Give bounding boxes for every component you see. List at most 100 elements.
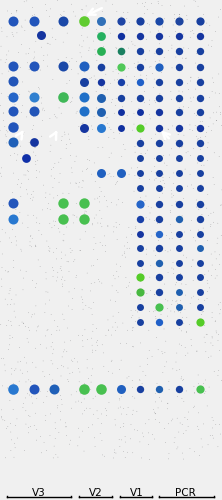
Point (158, 418, 161, 426)
Point (98, 430, 102, 438)
Point (40, 94, 44, 102)
Point (12, 138, 15, 146)
Point (0, 414, 3, 422)
Point (19, 192, 23, 200)
Point (149, 286, 152, 294)
Point (166, 297, 170, 305)
Point (198, 124, 202, 132)
Point (138, 169, 142, 177)
Point (27, 412, 31, 420)
Point (35, 166, 38, 174)
Point (74, 152, 78, 160)
Point (16, 151, 20, 159)
Point (85, 404, 88, 412)
Point (209, 339, 213, 347)
Point (139, 134, 142, 142)
Point (144, 214, 148, 222)
Point (9, 300, 12, 308)
Point (21, 78, 24, 86)
Point (22, 320, 26, 328)
Point (83, 209, 86, 217)
Point (114, 421, 117, 429)
Point (107, 326, 110, 334)
Point (153, 154, 157, 162)
Point (0, 164, 3, 172)
Point (28, 88, 31, 96)
Point (146, 360, 149, 368)
Point (8, 396, 12, 404)
Point (31, 126, 34, 134)
Point (181, 318, 185, 326)
Point (175, 349, 178, 357)
Point (99, 390, 103, 398)
Point (198, 32, 202, 40)
Point (42, 52, 46, 60)
Point (120, 54, 124, 62)
Point (65, 223, 68, 231)
Point (39, 32, 43, 40)
Point (195, 112, 198, 120)
Point (61, 236, 65, 244)
Point (177, 244, 180, 252)
Point (186, 80, 189, 88)
Point (129, 420, 133, 428)
Point (23, 26, 27, 34)
Point (33, 94, 37, 102)
Point (144, 120, 148, 128)
Point (53, 160, 57, 168)
Point (31, 359, 34, 367)
Point (60, 16, 64, 24)
Point (65, 432, 68, 440)
Point (26, 175, 30, 183)
Point (158, 306, 161, 314)
Point (218, 103, 221, 111)
Point (81, 410, 84, 418)
Point (80, 120, 84, 128)
Point (157, 0, 160, 8)
Point (96, 414, 100, 422)
Point (150, 352, 154, 360)
Point (113, 275, 117, 283)
Point (172, 14, 176, 22)
Point (168, 32, 171, 40)
Point (38, 168, 41, 176)
Point (198, 259, 202, 267)
Point (114, 102, 117, 110)
Point (214, 89, 217, 97)
Point (154, 315, 158, 323)
Point (210, 126, 213, 134)
Point (27, 87, 30, 95)
Point (153, 307, 157, 315)
Point (112, 223, 116, 231)
Point (117, 273, 120, 281)
Point (75, 272, 79, 280)
Point (46, 326, 50, 334)
Point (122, 140, 125, 148)
Point (83, 207, 87, 215)
Point (197, 226, 200, 234)
Point (6, 346, 10, 354)
Point (138, 16, 142, 24)
Point (200, 210, 204, 218)
Point (153, 216, 156, 224)
Point (101, 76, 105, 84)
Point (204, 376, 208, 384)
Point (202, 10, 205, 18)
Point (55, 385, 58, 393)
Point (214, 255, 218, 263)
Point (202, 161, 206, 169)
Point (21, 369, 24, 377)
Point (85, 269, 89, 277)
Point (196, 136, 199, 144)
Point (43, 107, 46, 115)
Point (44, 416, 47, 424)
Point (119, 46, 123, 54)
Point (147, 416, 151, 424)
Point (88, 404, 92, 412)
Point (198, 452, 202, 460)
Point (41, 106, 44, 114)
Point (131, 40, 135, 48)
Point (191, 184, 195, 192)
Point (40, 43, 43, 51)
Point (202, 245, 205, 253)
